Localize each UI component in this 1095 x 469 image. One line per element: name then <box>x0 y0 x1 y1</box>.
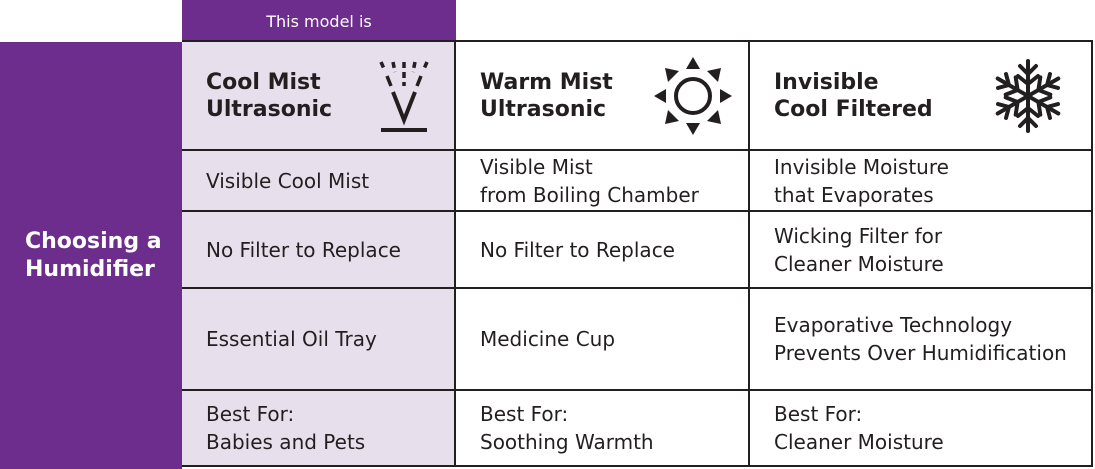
row3-invisible: Evaporative Technology Prevents Over Hum… <box>750 289 1093 391</box>
header-invisible-cool: Invisible Cool Filtered <box>750 42 1093 151</box>
row2-cool: No Filter to Replace <box>182 212 456 289</box>
snowflake-icon <box>990 59 1066 133</box>
row1-invisible: Invisible Moisture that Evaporates <box>750 151 1093 212</box>
row4-warm: Best For: Soothing Warmth <box>456 391 750 467</box>
side-title: Choosing a Humidifier <box>0 42 182 469</box>
row3-warm: Medicine Cup <box>456 289 750 391</box>
row1-warm: Visible Mist from Boiling Chamber <box>456 151 750 212</box>
row2-warm: No Filter to Replace <box>456 212 750 289</box>
row1-cool: Visible Cool Mist <box>182 151 456 212</box>
sun-icon <box>654 57 732 135</box>
header-cool-mist-label: Cool Mist Ultrasonic <box>206 69 333 122</box>
row2-invisible: Wicking Filter for Cleaner Moisture <box>750 212 1093 289</box>
header-warm-mist-label: Warm Mist Ultrasonic <box>480 69 613 122</box>
header-cool-mist: Cool Mist Ultrasonic <box>182 42 456 151</box>
cool-mist-icon <box>379 61 429 132</box>
header-warm-mist: Warm Mist Ultrasonic <box>456 42 750 151</box>
row4-cool: Best For: Babies and Pets <box>182 391 456 467</box>
header-invisible-cool-label: Invisible Cool Filtered <box>774 69 933 122</box>
row4-invisible: Best For: Cleaner Moisture <box>750 391 1093 467</box>
this-model-badge: This model is <box>182 0 456 42</box>
row3-cool: Essential Oil Tray <box>182 289 456 391</box>
table-top-border <box>182 40 1093 42</box>
